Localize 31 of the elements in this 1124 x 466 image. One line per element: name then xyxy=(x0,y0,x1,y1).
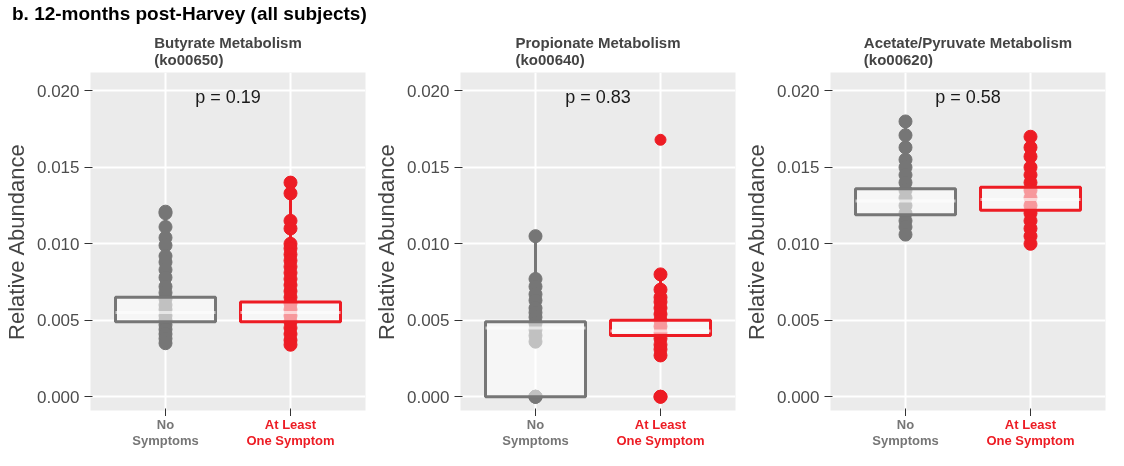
y-tick-label: 0.005 xyxy=(36,311,80,331)
x-tick-label: At Least One Symptom xyxy=(246,416,335,448)
y-tick-label: 0.020 xyxy=(406,81,450,101)
chart-title: Acetate/Pyruvate Metabolism (ko00620) xyxy=(863,33,1073,68)
x-tick-label: No Symptoms xyxy=(132,416,199,448)
text: b. 12-months post-Harvey (all subjects) xyxy=(12,2,367,26)
y-tick-label: 0.015 xyxy=(36,158,80,178)
annotation: p = 0.19 xyxy=(195,86,261,107)
y-tick-label: 0.000 xyxy=(406,387,450,407)
y-tick-label: 0.020 xyxy=(36,81,80,101)
y-axis-title: Relative Abundance xyxy=(373,144,399,340)
y-tick-label: 0.005 xyxy=(406,311,450,331)
y-tick-label: 0.010 xyxy=(776,234,820,254)
y-tick-label: 0.000 xyxy=(776,387,820,407)
y-tick-label: 0.005 xyxy=(776,311,820,331)
x-tick-label: At Least One Symptom xyxy=(616,416,705,448)
y-tick-label: 0.000 xyxy=(36,387,80,407)
y-tick-label: 0.015 xyxy=(406,158,450,178)
y-tick-label: 0.010 xyxy=(406,234,450,254)
y-axis-title: Relative Abundance xyxy=(3,144,29,340)
x-tick-label: No Symptoms xyxy=(502,416,569,448)
chart-title: Butyrate Metabolism (ko00650) xyxy=(154,33,302,68)
annotation: p = 0.83 xyxy=(565,86,631,107)
annotation: p = 0.58 xyxy=(935,86,1001,107)
x-tick-label: No Symptoms xyxy=(872,416,939,448)
y-tick-label: 0.010 xyxy=(36,234,80,254)
y-axis-title: Relative Abundance xyxy=(743,144,769,340)
y-tick-label: 0.020 xyxy=(776,81,820,101)
x-tick-label: At Least One Symptom xyxy=(986,416,1075,448)
chart-title: Propionate Metabolism (ko00640) xyxy=(515,33,681,68)
y-tick-label: 0.015 xyxy=(776,158,820,178)
